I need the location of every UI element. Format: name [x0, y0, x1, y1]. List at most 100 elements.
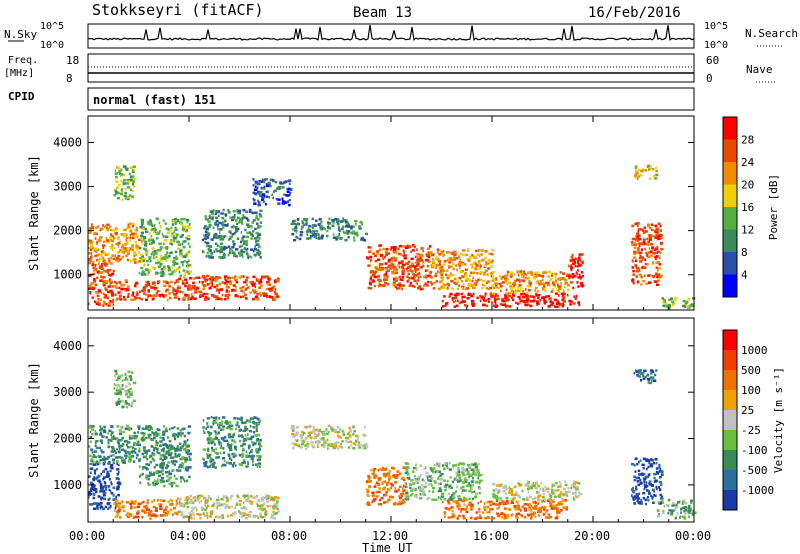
- data-cell: [126, 246, 131, 250]
- data-cell: [524, 503, 528, 506]
- data-cell: [234, 214, 236, 217]
- data-cell: [99, 507, 102, 510]
- data-cell: [100, 498, 103, 501]
- data-cell: [328, 217, 331, 220]
- data-cell: [208, 223, 212, 227]
- data-cell: [371, 472, 375, 476]
- data-cell: [660, 275, 663, 278]
- data-cell: [401, 275, 405, 279]
- data-cell: [245, 419, 249, 422]
- data-cell: [210, 256, 214, 259]
- data-cell: [444, 507, 448, 510]
- data-cell: [573, 259, 576, 262]
- cpid-label: CPID: [8, 90, 35, 103]
- data-cell: [184, 447, 187, 451]
- data-cell: [259, 256, 262, 259]
- data-cell: [512, 290, 515, 293]
- data-cell: [125, 377, 128, 380]
- data-cell: [126, 405, 128, 409]
- data-cell: [338, 445, 342, 448]
- data-cell: [378, 478, 381, 482]
- data-cell: [97, 297, 99, 301]
- data-cell: [168, 448, 171, 452]
- data-cell: [110, 454, 113, 458]
- data-cell: [133, 254, 136, 258]
- data-cell: [173, 463, 176, 466]
- data-cell: [176, 447, 179, 451]
- data-cell: [174, 250, 178, 254]
- data-cell: [642, 279, 645, 283]
- data-cell: [241, 447, 245, 451]
- data-cell: [194, 499, 197, 502]
- data-cell: [570, 268, 573, 272]
- data-cell: [131, 455, 135, 458]
- data-cell: [515, 514, 518, 518]
- data-cell: [151, 451, 154, 455]
- data-cell: [487, 260, 491, 264]
- data-cell: [134, 435, 138, 438]
- data-cell: [244, 240, 248, 243]
- data-cell: [369, 259, 372, 263]
- data-cell: [471, 508, 474, 511]
- data-cell: [466, 277, 470, 281]
- data-cell: [264, 513, 267, 516]
- data-cell: [102, 256, 105, 259]
- data-cell: [88, 242, 92, 245]
- data-cell: [478, 510, 481, 513]
- data-cell: [92, 507, 97, 510]
- data-cell: [450, 486, 453, 490]
- data-cell: [143, 247, 145, 251]
- data-cell: [352, 236, 355, 239]
- data-cell: [327, 223, 330, 226]
- data-cell: [213, 295, 216, 299]
- data-cell: [245, 252, 249, 256]
- data-cell: [566, 278, 568, 282]
- data-cell: [215, 447, 218, 451]
- data-cell: [530, 510, 533, 513]
- data-cell: [344, 220, 348, 224]
- data-cell: [527, 276, 531, 280]
- data-cell: [460, 300, 464, 304]
- data-cell: [226, 443, 229, 447]
- data-cell: [312, 426, 315, 429]
- data-cell: [298, 222, 300, 226]
- data-cell: [635, 170, 637, 173]
- data-cell: [639, 173, 643, 177]
- data-cell: [179, 434, 182, 438]
- data-cell: [121, 384, 124, 387]
- data-cell: [367, 503, 371, 506]
- data-cell: [404, 462, 408, 465]
- data-cell: [555, 279, 558, 282]
- data-cell: [201, 283, 204, 287]
- data-cell: [228, 461, 232, 465]
- data-cell: [269, 504, 272, 508]
- data-cell: [257, 233, 261, 236]
- data-cell: [205, 255, 208, 258]
- data-cell: [239, 418, 242, 421]
- data-cell: [506, 277, 510, 281]
- data-cell: [142, 227, 145, 231]
- data-cell: [407, 266, 410, 269]
- data-cell: [174, 226, 177, 230]
- data-cell: [113, 387, 116, 390]
- data-cell: [425, 471, 429, 474]
- data-cell: [224, 213, 227, 217]
- data-cell: [102, 470, 104, 473]
- data-cell: [436, 263, 438, 267]
- data-cell: [204, 298, 208, 301]
- data-cell: [393, 475, 397, 479]
- data-cell: [92, 455, 96, 458]
- data-cell: [219, 515, 223, 518]
- data-cell: [484, 292, 487, 295]
- data-cell: [177, 219, 180, 223]
- data-cell: [187, 297, 189, 300]
- data-cell: [205, 278, 208, 282]
- data-cell: [162, 449, 165, 453]
- data-cell: [291, 432, 295, 436]
- data-cell: [470, 294, 474, 298]
- data-cell: [415, 463, 417, 467]
- data-cell: [184, 278, 188, 281]
- data-cell: [161, 462, 164, 465]
- data-cell: [525, 297, 529, 300]
- data-cell: [518, 297, 521, 301]
